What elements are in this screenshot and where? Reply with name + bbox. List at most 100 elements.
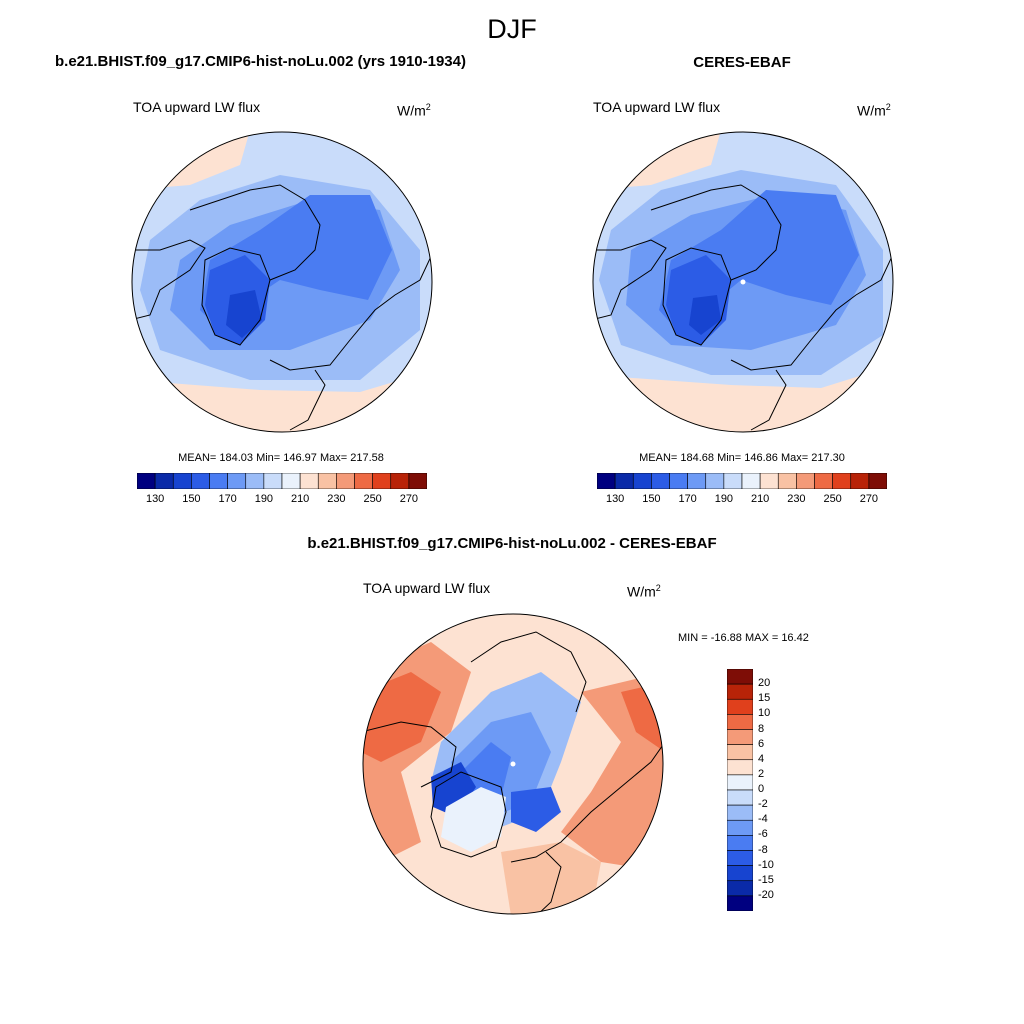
colorbar-swatch <box>137 473 156 489</box>
colorbar-swatch <box>777 473 797 489</box>
colorbar-swatch <box>741 473 761 489</box>
colorbar-swatch <box>669 473 688 489</box>
colorbar-swatch <box>723 473 743 489</box>
colorbar-tick-label: 190 <box>254 493 274 505</box>
season-title: DJF <box>487 14 537 44</box>
colorbar-swatch <box>727 865 753 882</box>
colorbar-swatch <box>687 473 707 489</box>
light-cap-greenland <box>441 787 506 852</box>
colorbar-swatch <box>281 473 301 489</box>
colorbar-swatch <box>597 473 616 489</box>
obs-colorbar <box>597 473 887 489</box>
colorbar-swatch <box>727 729 753 745</box>
colorbar-tick-label: 2 <box>758 767 765 780</box>
colorbar-swatch <box>727 774 753 791</box>
colorbar-swatch <box>245 473 265 489</box>
colorbar-tick-label: 250 <box>363 493 382 505</box>
colorbar-swatch <box>632 473 652 489</box>
colorbar-swatch <box>727 714 753 730</box>
coastline-north-america <box>593 239 667 321</box>
colorbar-swatch <box>727 835 753 851</box>
diff-panel-title: b.e21.BHIST.f09_g17.CMIP6-hist-noLu.002 … <box>307 535 717 552</box>
model-variable-label: TOA upward LW flux <box>133 99 261 115</box>
colorbar-tick-label: -2 <box>758 798 768 811</box>
obs-panel-title: CERES-EBAF <box>693 54 791 71</box>
coastline-eurasia <box>730 249 893 371</box>
coastline-eurasia <box>510 741 663 863</box>
colorbar-tick-label: 230 <box>787 493 806 505</box>
colorbar-swatch <box>727 819 753 836</box>
colorbar-tick-label: 270 <box>859 493 879 505</box>
colorbar-tick-label: 8 <box>758 722 765 735</box>
colorbar-swatch <box>263 473 283 489</box>
warm-bottom <box>501 842 601 914</box>
colorbar-swatch <box>209 473 228 489</box>
colorbar-swatch <box>759 473 779 489</box>
coastline-scandinavia <box>535 851 562 914</box>
pole-hole <box>510 761 516 767</box>
coastline-scandinavia <box>750 369 787 431</box>
model-panel-title: b.e21.BHIST.f09_g17.CMIP6-hist-noLu.002 … <box>55 53 466 70</box>
colorbar-swatch <box>727 880 753 897</box>
colorbar-tick-label: -8 <box>758 843 768 856</box>
colorbar-swatch <box>727 759 753 776</box>
colorbar-swatch <box>727 789 753 806</box>
warm-left-core <box>363 672 441 762</box>
map-border <box>131 131 433 433</box>
colorbar-tick-label: 150 <box>642 493 661 505</box>
colorbar-tick-label: 10 <box>758 707 771 720</box>
colorbar-swatch <box>727 698 753 715</box>
colorbar-tick-label: 6 <box>758 737 765 750</box>
coastline-greenland <box>662 247 732 346</box>
colorbar-swatch <box>727 895 753 911</box>
colorbar-swatch <box>299 473 319 489</box>
map-border <box>592 131 894 433</box>
obs-stats: MEAN= 184.68 Min= 146.86 Max= 217.30 <box>639 452 845 464</box>
coastline-eurasia <box>269 249 432 371</box>
colorbar-swatch <box>172 473 192 489</box>
obs-variable-label: TOA upward LW flux <box>593 99 721 115</box>
colorbar-swatch <box>796 473 815 489</box>
pole-hole <box>740 279 746 285</box>
colorbar-swatch <box>154 473 174 489</box>
coastline-north-america <box>132 239 206 321</box>
deep-region <box>689 295 721 335</box>
coastline-scandinavia <box>289 369 326 431</box>
colorbar-swatch <box>354 473 373 489</box>
coastline-greenland <box>201 247 271 346</box>
coastline-arctic-islands <box>470 631 587 713</box>
coastline-greenland <box>430 771 507 858</box>
colorbar-swatch <box>227 473 247 489</box>
colorbar-swatch <box>317 473 337 489</box>
colorbar-swatch <box>614 473 634 489</box>
colorbar-tick-label: 210 <box>290 493 310 505</box>
diff-unit-label: W/m2 <box>627 583 661 600</box>
colorbar-tick-label: -20 <box>758 888 774 901</box>
colorbar-tick-label: 170 <box>218 493 237 505</box>
colorbar-swatch <box>727 850 753 866</box>
diff-stats: MIN = -16.88 MAX = 16.42 <box>678 632 809 644</box>
model-map <box>131 131 433 433</box>
colorbar-tick-label: 0 <box>758 783 765 795</box>
colorbar-swatch <box>336 473 355 489</box>
colorbar-swatch <box>727 683 753 700</box>
coastline-north-america <box>363 721 457 788</box>
colorbar-tick-label: 130 <box>605 493 625 505</box>
obs-colorbar-ticks: 130 150 170 190 210 230 250 270 <box>597 493 887 509</box>
colorbar-tick-label: -15 <box>758 873 774 886</box>
colorbar-tick-label: 130 <box>145 493 165 505</box>
colorbar-swatch <box>727 669 753 685</box>
diff-map <box>362 613 664 915</box>
coastline-canada-islands <box>650 184 782 281</box>
colorbar-swatch <box>727 804 753 821</box>
model-colorbar-ticks: 130 150 170 190 210 230 250 270 <box>137 493 427 509</box>
colorbar-swatch <box>191 473 210 489</box>
colorbar-tick-label: -6 <box>758 828 768 841</box>
model-unit-label: W/m2 <box>397 102 431 119</box>
colorbar-swatch <box>390 473 410 489</box>
colorbar-tick-label: 230 <box>327 493 346 505</box>
coastline-canada-islands <box>189 184 321 281</box>
colorbar-tick-label: 270 <box>399 493 419 505</box>
colorbar-swatch <box>850 473 870 489</box>
model-stats: MEAN= 184.03 Min= 146.97 Max= 217.58 <box>178 452 384 464</box>
